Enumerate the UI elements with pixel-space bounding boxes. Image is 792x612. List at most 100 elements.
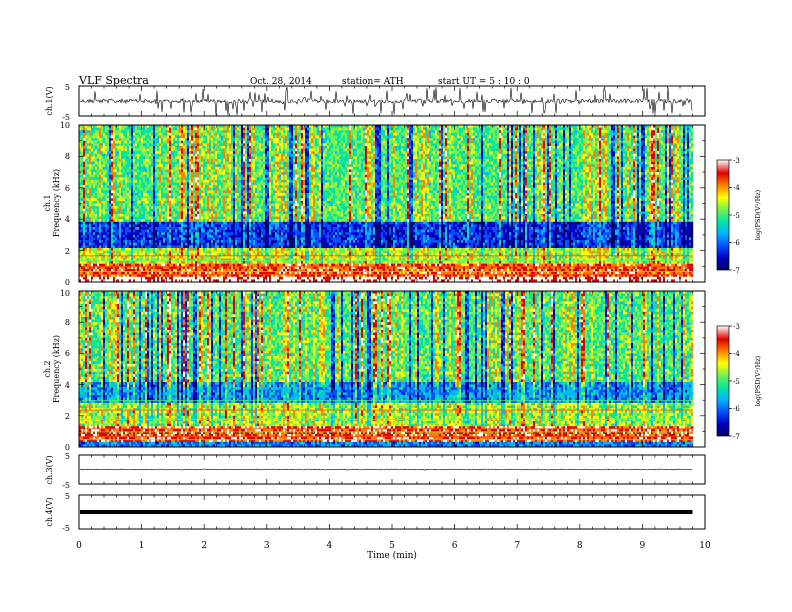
- spectrogram-cell: [129, 276, 132, 280]
- spectrogram-cell: [205, 185, 208, 188]
- spectrogram-cell: [113, 237, 116, 241]
- spectrogram-cell: [217, 203, 220, 207]
- spectrogram-cell: [209, 208, 212, 212]
- spectrogram-cell: [91, 227, 94, 230]
- spectrogram-cell: [87, 255, 90, 259]
- spectrogram-cell: [237, 179, 240, 183]
- spectrogram-cell: [133, 195, 136, 199]
- spectrogram-cell: [113, 232, 116, 236]
- spectrogram-cell: [133, 145, 136, 149]
- spectrogram-cell: [165, 268, 168, 272]
- spectrogram-cell: [93, 140, 96, 144]
- spectrogram-cell: [153, 195, 156, 199]
- spectrogram-cell: [127, 143, 130, 147]
- spectrogram-cell: [197, 253, 200, 257]
- spectrogram-cell: [199, 221, 202, 225]
- spectrogram-cell: [235, 203, 238, 207]
- spectrogram-cell: [113, 164, 116, 168]
- spectrogram-cell: [235, 232, 238, 236]
- spectrogram-cell: [107, 174, 110, 178]
- spectrogram-cell: [115, 211, 118, 215]
- spectrogram-cell: [139, 255, 142, 259]
- spectrogram-cell: [107, 193, 110, 196]
- spectrogram-cell: [101, 245, 104, 249]
- spectrogram-cell: [89, 263, 92, 267]
- spectrogram-cell: [145, 174, 148, 178]
- spectrogram-cell: [145, 208, 148, 212]
- spectrogram-cell: [93, 198, 96, 202]
- spectrogram-cell: [197, 232, 200, 236]
- spectrogram-cell: [147, 263, 150, 267]
- spectrogram-cell: [143, 166, 146, 170]
- spectrogram-cell: [219, 151, 222, 154]
- spectrogram-cell: [137, 211, 140, 215]
- spectrogram-cell: [243, 182, 246, 186]
- spectrogram-cell: [143, 200, 146, 204]
- spectrogram-cell: [159, 130, 162, 134]
- spectrogram-cell: [113, 224, 116, 228]
- spectrogram-cell: [117, 240, 120, 243]
- spectrogram-cell: [147, 164, 150, 168]
- spectrogram-cell: [151, 159, 154, 162]
- spectrogram-cell: [177, 247, 180, 251]
- spectrogram-cell: [105, 193, 108, 196]
- spectrogram-cell: [85, 213, 88, 217]
- spectrogram-cell: [213, 190, 216, 194]
- spectrogram-cell: [189, 232, 192, 236]
- spectrogram-cell: [193, 200, 196, 204]
- spectrogram-cell: [219, 138, 222, 141]
- spectrogram-cell: [163, 135, 166, 139]
- spectrogram-cell: [197, 151, 200, 154]
- spectrogram-cell: [195, 237, 198, 241]
- spectrogram-cell: [91, 174, 94, 178]
- spectrogram-cell: [125, 240, 128, 243]
- spectrogram-cell: [213, 174, 216, 178]
- spectrogram-cell: [127, 211, 130, 215]
- spectrogram-cell: [159, 229, 162, 233]
- spectrogram-cell: [115, 274, 118, 277]
- spectrogram-cell: [83, 255, 86, 259]
- spectrogram-cell: [97, 159, 100, 162]
- spectrogram-cell: [199, 250, 202, 254]
- spectrogram-cell: [229, 193, 232, 196]
- spectrogram-cell: [81, 153, 84, 157]
- spectrogram-cell: [127, 177, 130, 181]
- spectrogram-cell: [89, 211, 92, 215]
- spectrogram-cell: [121, 276, 124, 280]
- spectrogram-cell: [223, 156, 226, 160]
- spectrogram-cell: [93, 245, 96, 249]
- spectrogram-cell: [91, 266, 94, 270]
- spectrogram-cell: [217, 148, 220, 152]
- spectrogram-cell: [189, 237, 192, 241]
- spectrogram-cell: [105, 151, 108, 154]
- spectrogram-cell: [97, 143, 100, 147]
- spectrogram-cell: [99, 206, 102, 209]
- spectrogram-cell: [181, 253, 184, 257]
- spectrogram-cell: [79, 258, 82, 262]
- spectrogram-cell: [171, 227, 174, 230]
- spectrogram-cell: [135, 211, 138, 215]
- spectrogram-cell: [87, 174, 90, 178]
- spectrogram-cell: [113, 193, 116, 196]
- spectrogram-cell: [237, 206, 240, 209]
- spectrogram-cell: [137, 274, 140, 277]
- spectrogram-cell: [239, 216, 242, 220]
- spectrogram-cell: [199, 185, 202, 188]
- spectrogram-cell: [79, 200, 82, 204]
- spectrogram-cell: [179, 237, 182, 241]
- spectrogram-cell: [99, 198, 102, 202]
- spectrogram-cell: [239, 213, 242, 217]
- spectrogram-cell: [87, 271, 90, 275]
- spectrogram-cell: [175, 258, 178, 262]
- spectrogram-cell: [159, 185, 162, 188]
- spectrogram-cell: [165, 159, 168, 162]
- spectrogram-cell: [147, 221, 150, 225]
- spectrogram-cell: [101, 253, 104, 257]
- spectrogram-cell: [173, 200, 176, 204]
- spectrogram-cell: [87, 237, 90, 241]
- spectrogram-cell: [225, 200, 228, 204]
- spectrogram-cell: [235, 240, 238, 243]
- spectrogram-cell: [241, 232, 244, 236]
- spectrogram-cell: [191, 274, 194, 277]
- spectrogram-cell: [207, 266, 210, 270]
